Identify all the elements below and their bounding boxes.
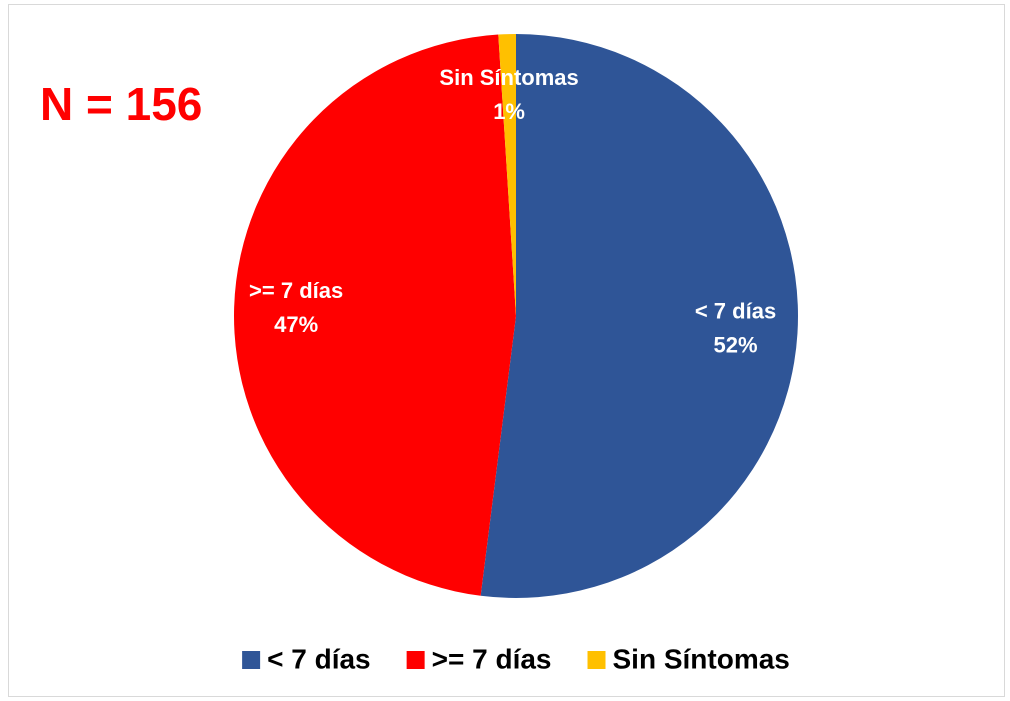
slice-category-label: >= 7 días [249, 278, 343, 303]
pie-slice [498, 34, 516, 316]
pie-slice [233, 34, 517, 596]
slice-category-label: < 7 días [695, 299, 776, 324]
legend-swatch [242, 651, 261, 669]
annotation: N = 156 [40, 78, 202, 130]
legend-label: < 7 días [267, 643, 371, 674]
legend-label: >= 7 días [432, 643, 552, 674]
slice-category-label: Sin Síntomas [439, 65, 578, 90]
slice-value-label: 52% [714, 333, 758, 358]
slice-value-label: 1% [493, 99, 525, 124]
legend-swatch [406, 651, 425, 669]
pie-slice [480, 34, 798, 598]
legend-label: Sin Síntomas [613, 643, 790, 674]
slice-value-label: 47% [274, 312, 318, 337]
legend-swatch [587, 651, 606, 669]
